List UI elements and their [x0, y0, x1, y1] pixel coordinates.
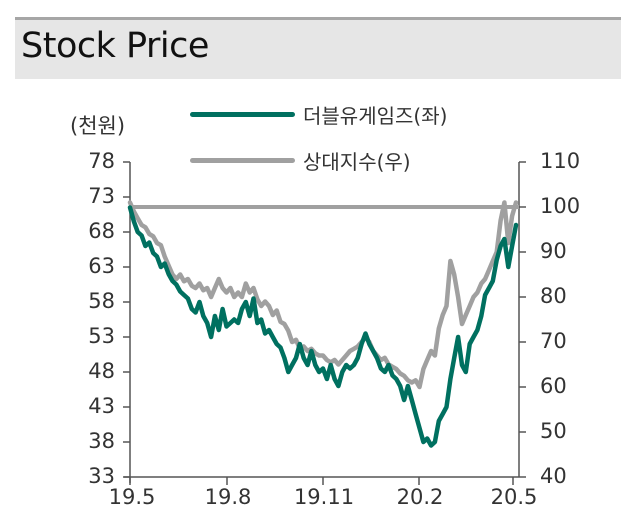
legend-label-relative-index: 상대지수(우)	[303, 150, 411, 174]
y-left-tick: 48	[88, 359, 115, 383]
x-tick: 20.2	[396, 485, 444, 509]
title-bar: Stock Price	[15, 17, 621, 79]
x-tick: 20.5	[490, 485, 538, 509]
y-left-tick: 78	[88, 149, 115, 173]
page-title: Stock Price	[21, 26, 209, 66]
y-right-tick: 50	[540, 419, 567, 443]
y-left-tick: 68	[88, 219, 115, 243]
x-tick: 19.8	[204, 485, 252, 509]
y-right-tick: 80	[540, 284, 567, 308]
y-left-tick: 63	[88, 254, 115, 278]
x-tick: 19.11	[293, 485, 355, 509]
y-left-tick: 38	[88, 429, 115, 453]
left-axis-unit-label: (천원)	[70, 114, 126, 138]
x-tick: 19.5	[108, 485, 156, 509]
y-right-tick: 70	[540, 329, 567, 353]
relative-index-line	[127, 200, 519, 390]
y-right-tick: 110	[540, 149, 581, 173]
y-left-tick: 53	[88, 324, 115, 348]
y-right-tick: 60	[540, 374, 567, 398]
wgames-price-line	[127, 205, 519, 448]
y-left-tick: 58	[88, 289, 115, 313]
y-right-tick: 40	[540, 464, 567, 488]
y-right-tick: 100	[540, 194, 581, 218]
legend-item-relative-index: 상대지수(우)	[190, 146, 411, 175]
y-left-tick: 43	[88, 394, 115, 418]
legend-item-wgames: 더블유게임즈(좌)	[190, 100, 447, 129]
legend-swatch-relative-index	[190, 158, 295, 163]
y-right-tick: 90	[540, 239, 567, 263]
y-left-tick: 73	[88, 184, 115, 208]
legend-label-wgames: 더블유게임즈(좌)	[303, 104, 448, 128]
y-left-tick: 33	[88, 464, 115, 488]
chart-axes	[123, 161, 526, 485]
legend-swatch-wgames	[190, 112, 295, 117]
